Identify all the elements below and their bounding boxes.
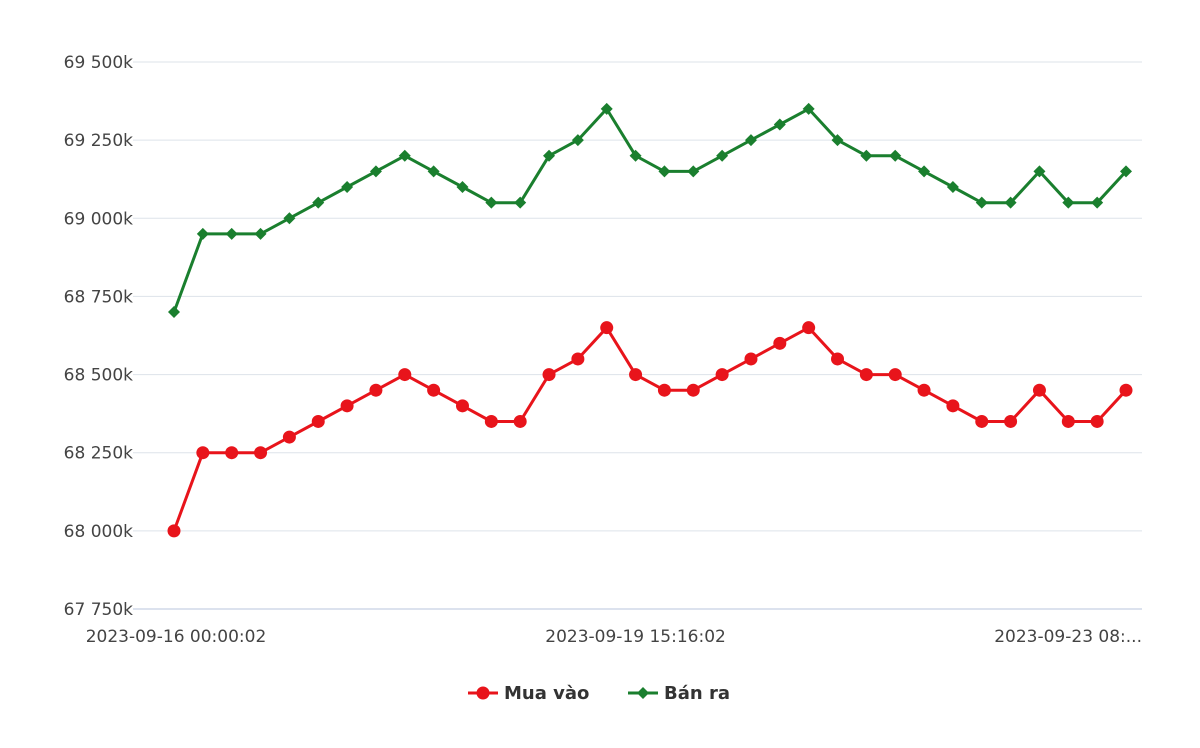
data-point[interactable] [571, 134, 584, 147]
data-point[interactable] [831, 134, 844, 147]
data-point[interactable] [600, 321, 614, 335]
data-point[interactable] [254, 227, 267, 240]
y-axis-tick-labels: 67 750k 68 000k 68 250k 68 500k 68 750k 69 00… [64, 53, 133, 620]
data-point[interactable] [456, 181, 469, 194]
data-point[interactable] [542, 368, 556, 382]
legend-circle-marker [476, 686, 490, 700]
series-1 [167, 321, 1133, 538]
data-point[interactable] [369, 383, 383, 397]
data-point[interactable] [167, 524, 181, 538]
data-point[interactable] [398, 368, 412, 382]
y-tick-label: 67 750k [64, 600, 133, 620]
data-point[interactable] [196, 227, 209, 240]
y-tick-label: 68 500k [64, 366, 133, 386]
data-point[interactable] [340, 399, 354, 413]
legend-item[interactable]: Mua vào [468, 683, 589, 704]
data-point[interactable] [1004, 196, 1017, 209]
data-point[interactable] [657, 383, 671, 397]
data-point[interactable] [773, 336, 787, 350]
data-point[interactable] [773, 118, 786, 131]
data-point[interactable] [1091, 196, 1104, 209]
data-point[interactable] [543, 149, 556, 162]
legend-label: Mua vào [504, 683, 589, 704]
data-point[interactable] [744, 352, 758, 366]
x-axis-tick-labels: 2023-09-16 00:00:02 2023-09-19 15:16:02 20… [86, 627, 1142, 647]
data-point[interactable] [513, 414, 527, 428]
data-point[interactable] [1061, 414, 1075, 428]
data-point[interactable] [225, 446, 239, 460]
y-tick-label: 68 750k [64, 287, 133, 307]
data-point[interactable] [946, 399, 960, 413]
series-layer [167, 102, 1133, 538]
data-point[interactable] [918, 165, 931, 178]
data-point[interactable] [1032, 383, 1046, 397]
data-point[interactable] [744, 134, 757, 147]
grid-lines [133, 61, 1142, 610]
x-tick-label: 2023-09-19 15:16:02 [545, 627, 726, 647]
data-point[interactable] [514, 196, 527, 209]
data-point[interactable] [455, 399, 469, 413]
data-point[interactable] [600, 102, 613, 115]
legend-item[interactable]: Bán ra [628, 683, 730, 704]
data-point[interactable] [282, 430, 296, 444]
legend-label: Bán ra [664, 683, 730, 704]
data-point[interactable] [311, 414, 325, 428]
data-point[interactable] [369, 165, 382, 178]
data-point[interactable] [831, 352, 845, 366]
data-point[interactable] [341, 181, 354, 194]
y-tick-label: 69 000k [64, 209, 133, 229]
x-tick-label: 2023-09-16 00:00:02 [86, 627, 267, 647]
data-point[interactable] [1090, 414, 1104, 428]
data-point[interactable] [427, 165, 440, 178]
data-point[interactable] [975, 196, 988, 209]
data-point[interactable] [484, 414, 498, 428]
data-point[interactable] [917, 383, 931, 397]
data-point[interactable] [889, 149, 902, 162]
series-2 [168, 102, 1132, 319]
data-point[interactable] [629, 149, 642, 162]
data-point[interactable] [686, 383, 700, 397]
data-point[interactable] [716, 149, 729, 162]
y-tick-label: 68 000k [64, 522, 133, 542]
data-point[interactable] [888, 368, 902, 382]
data-point[interactable] [427, 383, 441, 397]
y-tick-label: 68 250k [64, 444, 133, 464]
data-point[interactable] [975, 414, 989, 428]
x-tick-label: 2023-09-23 08:... [994, 627, 1142, 647]
data-point[interactable] [802, 102, 815, 115]
data-point[interactable] [1119, 383, 1133, 397]
data-point[interactable] [687, 165, 700, 178]
data-point[interactable] [658, 165, 671, 178]
data-point[interactable] [571, 352, 585, 366]
data-point[interactable] [860, 149, 873, 162]
data-point[interactable] [629, 368, 643, 382]
data-point[interactable] [802, 321, 816, 335]
data-point[interactable] [1120, 165, 1132, 178]
legend[interactable]: Mua vào Bán ra [468, 683, 730, 704]
legend-diamond-marker [637, 687, 649, 699]
series-line [172, 107, 1128, 314]
data-point[interactable] [196, 446, 210, 460]
data-point[interactable] [225, 227, 238, 240]
data-point[interactable] [1033, 165, 1046, 178]
y-tick-label: 69 500k [64, 53, 133, 73]
data-point[interactable] [859, 368, 873, 382]
data-point[interactable] [715, 368, 729, 382]
data-point[interactable] [312, 196, 325, 209]
series-line [172, 326, 1128, 533]
data-point[interactable] [168, 306, 180, 319]
data-point[interactable] [1062, 196, 1075, 209]
data-point[interactable] [283, 212, 296, 225]
data-point[interactable] [946, 181, 959, 194]
data-point[interactable] [485, 196, 498, 209]
data-point[interactable] [254, 446, 268, 460]
data-point[interactable] [1004, 414, 1018, 428]
y-tick-label: 69 250k [64, 131, 133, 151]
data-point[interactable] [398, 149, 411, 162]
